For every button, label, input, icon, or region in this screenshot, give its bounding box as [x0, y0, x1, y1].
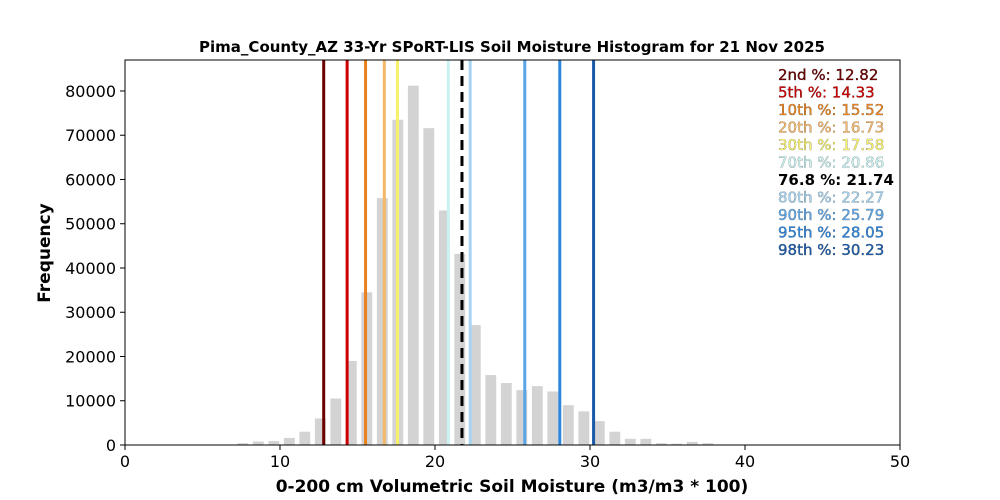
bars-layer [237, 85, 714, 446]
percentile-lines-layer [322, 60, 596, 445]
y-tick-label: 0 [106, 436, 116, 455]
x-tick-label: 10 [270, 452, 290, 471]
y-tick-label: 30000 [65, 303, 116, 322]
y-tick-label: 70000 [65, 126, 116, 145]
histogram-bar [686, 441, 698, 445]
x-tick-label: 30 [580, 452, 600, 471]
percentile-label: 76.8 %: 21.74 [778, 171, 894, 189]
percentile-label: 20th %: 16.73 [778, 119, 884, 137]
percentile-label: 70th %: 20.86 [778, 154, 884, 172]
percentile-label: 5th %: 14.33 [778, 84, 875, 102]
axes-frame [124, 59, 901, 446]
y-tick-label: 10000 [65, 392, 116, 411]
histogram-bar [438, 210, 450, 445]
percentile-label: 98th %: 30.23 [778, 241, 884, 259]
chart-title: Pima_County_AZ 33-Yr SPoRT-LIS Soil Mois… [199, 38, 825, 56]
histogram-bar [640, 438, 652, 445]
percentile-label: 80th %: 22.27 [778, 189, 884, 207]
histogram-bar [330, 398, 342, 445]
x-tick-label: 50 [890, 452, 910, 471]
histogram-bar [454, 253, 466, 445]
x-tick-label: 0 [120, 452, 130, 471]
y-tick-label: 20000 [65, 347, 116, 366]
plot-area-border [124, 59, 901, 446]
histogram-bar [547, 391, 559, 445]
histogram-bar [423, 128, 435, 445]
y-tick-label: 40000 [65, 259, 116, 278]
histogram-bar [562, 405, 574, 445]
percentile-label: 10th %: 15.52 [778, 101, 884, 119]
ticks-layer: 0 10 20 30 40 50 0 10000 20000 30000 40000 50000 600… [65, 82, 910, 471]
histogram-bar [485, 375, 497, 445]
percentile-label: 95th %: 28.05 [778, 224, 884, 242]
histogram-bar [593, 421, 605, 445]
percentile-label: 90th %: 25.79 [778, 206, 884, 224]
histogram-bar [624, 438, 636, 445]
x-tick-label: 40 [735, 452, 755, 471]
histogram-bar [314, 418, 326, 445]
histogram-bar [345, 360, 357, 445]
histogram-bar [578, 411, 590, 445]
histogram-bar [252, 441, 264, 445]
histogram-bar [268, 441, 280, 445]
histogram-bar [671, 443, 683, 445]
histogram-bar [469, 325, 481, 445]
percentile-label: 30th %: 17.58 [778, 136, 884, 154]
histogram-bar [283, 437, 295, 445]
histogram-bar [376, 198, 388, 445]
x-axis-label: 0-200 cm Volumetric Soil Moisture (m3/m3… [276, 477, 749, 497]
y-tick-label: 80000 [65, 82, 116, 101]
histogram-bar [531, 386, 543, 445]
y-axis-label: Frequency [35, 203, 55, 303]
histogram-bar [407, 85, 419, 446]
y-tick-label: 50000 [65, 215, 116, 234]
histogram-bar [500, 383, 512, 445]
histogram-bar [609, 431, 621, 445]
histogram-bar [516, 390, 528, 445]
histogram-bar [299, 431, 311, 445]
histogram-bar [655, 443, 667, 445]
histogram-bar [702, 443, 714, 445]
x-tick-label: 20 [425, 452, 445, 471]
percentile-label: 2nd %: 12.82 [778, 66, 878, 84]
histogram-bar [237, 443, 249, 445]
y-tick-label: 60000 [65, 170, 116, 189]
